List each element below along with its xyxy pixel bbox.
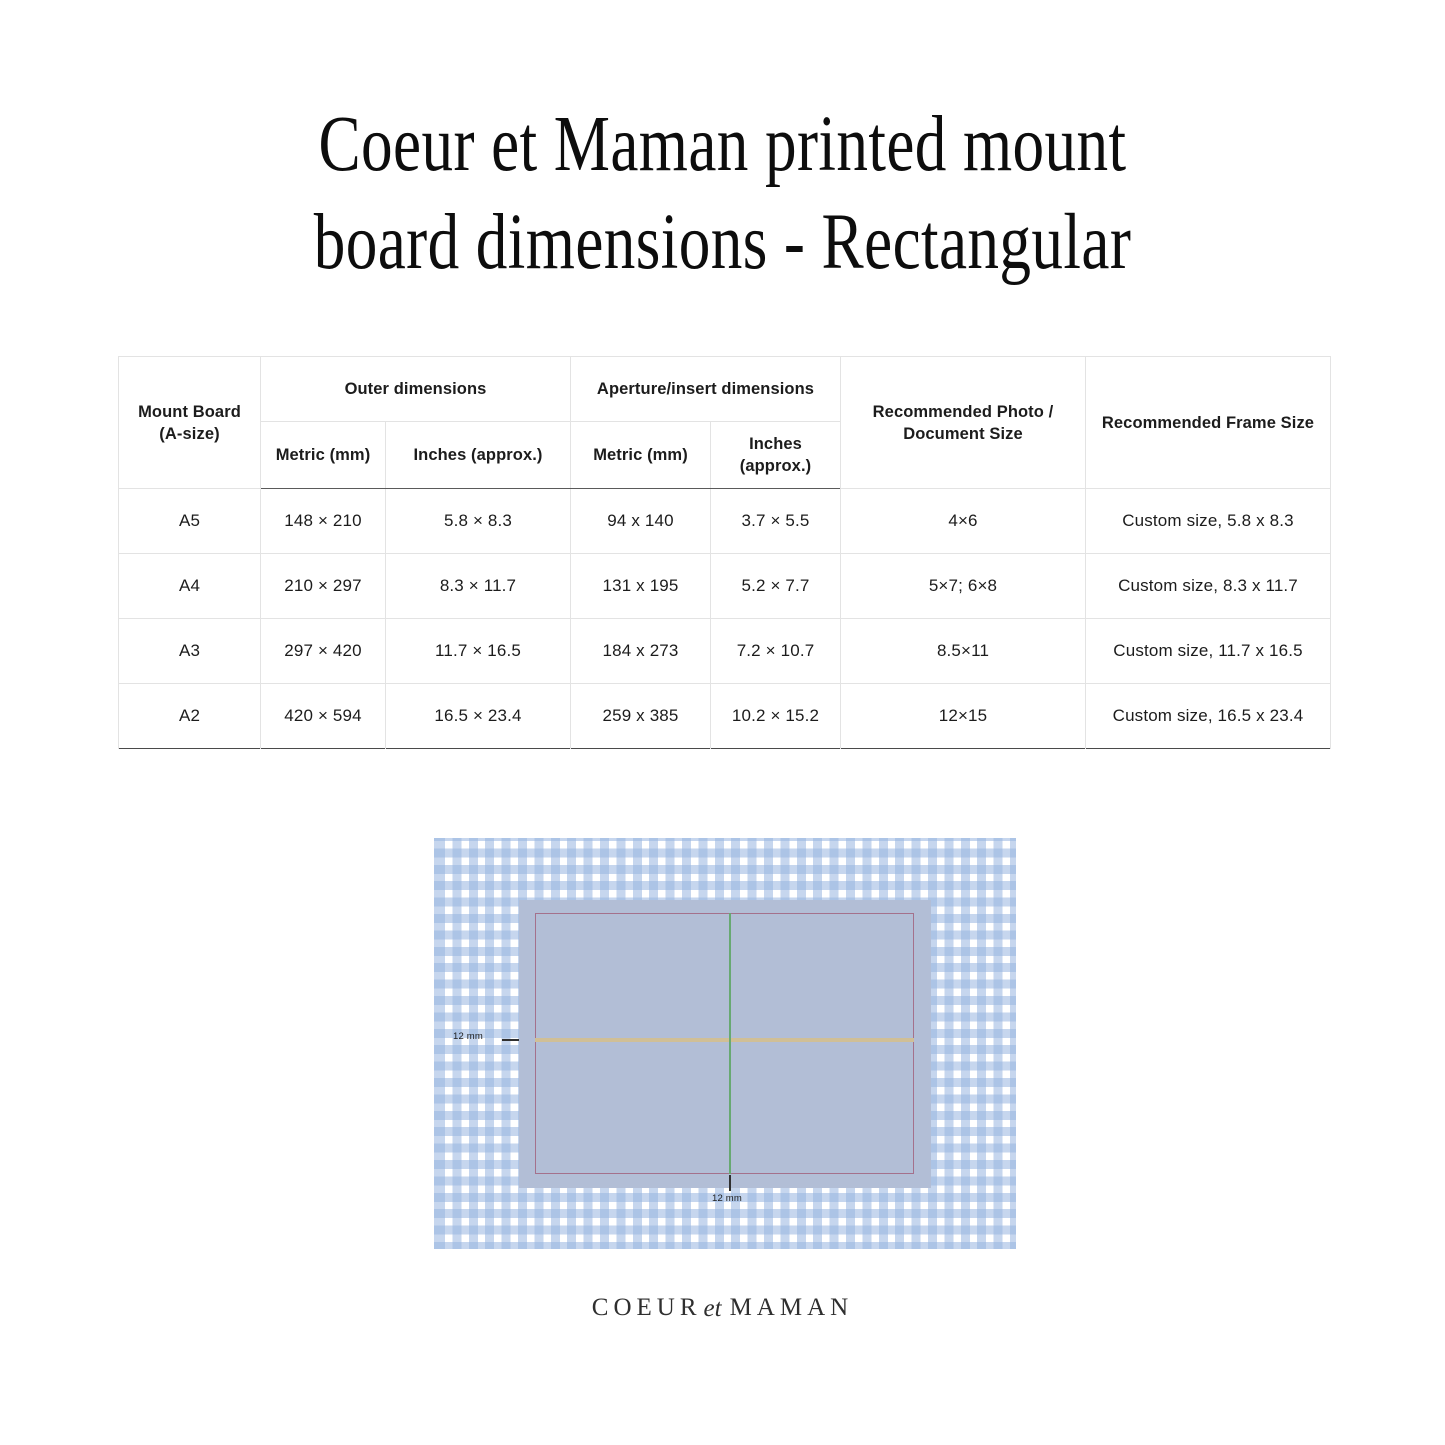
cell-frame-size: Custom size, 11.7 x 16.5 bbox=[1085, 618, 1331, 684]
cell-aperture-metric: 184 x 273 bbox=[570, 618, 711, 684]
column-header-recommended-photo-line2: Document Size bbox=[903, 424, 1023, 443]
table-header-row-groups: Mount Board (A-size) Outer dimensions Ap… bbox=[118, 356, 1331, 489]
left-measurement-label: 12 mm bbox=[453, 1031, 484, 1042]
table-row: A2 420 × 594 16.5 × 23.4 259 x 385 10.2 … bbox=[118, 683, 1331, 749]
cell-aperture-metric: 259 x 385 bbox=[570, 683, 711, 749]
cell-frame-size: Custom size, 16.5 x 23.4 bbox=[1085, 683, 1331, 749]
column-header-aperture-dimensions: Aperture/insert dimensions bbox=[570, 356, 841, 422]
column-header-recommended-photo: Recommended Photo / Document Size bbox=[840, 356, 1086, 489]
cell-aperture-inches: 3.7 × 5.5 bbox=[710, 488, 841, 554]
cell-outer-inches: 16.5 × 23.4 bbox=[385, 683, 571, 749]
cell-photo-size: 8.5×11 bbox=[840, 618, 1086, 684]
table-body: A5 148 × 210 5.8 × 8.3 94 x 140 3.7 × 5.… bbox=[118, 488, 1331, 749]
column-header-recommended-frame: Recommended Frame Size bbox=[1085, 356, 1331, 489]
table-row: A5 148 × 210 5.8 × 8.3 94 x 140 3.7 × 5.… bbox=[118, 488, 1331, 554]
cell-outer-inches: 11.7 × 16.5 bbox=[385, 618, 571, 684]
cell-size: A3 bbox=[118, 618, 261, 684]
column-header-outer-inches: Inches (approx.) bbox=[385, 421, 571, 489]
cell-size: A4 bbox=[118, 553, 261, 619]
cell-size: A5 bbox=[118, 488, 261, 554]
table-row: A3 297 × 420 11.7 × 16.5 184 x 273 7.2 ×… bbox=[118, 618, 1331, 684]
cell-photo-size: 4×6 bbox=[840, 488, 1086, 554]
column-header-aperture-inches: Inches (approx.) bbox=[710, 421, 841, 489]
cell-photo-size: 5×7; 6×8 bbox=[840, 553, 1086, 619]
cell-aperture-inches: 10.2 × 15.2 bbox=[710, 683, 841, 749]
cell-outer-metric: 210 × 297 bbox=[260, 553, 386, 619]
cell-outer-metric: 420 × 594 bbox=[260, 683, 386, 749]
page-title-line-1: Coeur et Maman printed mount bbox=[318, 101, 1127, 188]
column-header-recommended-photo-line1: Recommended Photo / bbox=[872, 402, 1054, 421]
column-header-mount-board: Mount Board (A-size) bbox=[118, 356, 261, 489]
cell-aperture-metric: 131 x 195 bbox=[570, 553, 711, 619]
horizontal-guide-line bbox=[535, 1038, 914, 1042]
column-header-mount-board-line2: (A-size) bbox=[159, 424, 220, 443]
bottom-measurement-tick-icon bbox=[729, 1175, 731, 1191]
cell-frame-size: Custom size, 5.8 x 8.3 bbox=[1085, 488, 1331, 554]
cell-size: A2 bbox=[118, 683, 261, 749]
mount-board-diagram: 12 mm 12 mm bbox=[434, 838, 1016, 1249]
cell-outer-inches: 8.3 × 11.7 bbox=[385, 553, 571, 619]
column-header-outer-metric: Metric (mm) bbox=[260, 421, 386, 489]
left-measurement-tick-icon bbox=[502, 1039, 519, 1041]
cell-photo-size: 12×15 bbox=[840, 683, 1086, 749]
cell-outer-inches: 5.8 × 8.3 bbox=[385, 488, 571, 554]
dimensions-table-container: Mount Board (A-size) Outer dimensions Ap… bbox=[118, 356, 1331, 749]
column-header-aperture-metric: Metric (mm) bbox=[570, 421, 711, 489]
vertical-guide-line bbox=[729, 913, 732, 1174]
bottom-measurement-label: 12 mm bbox=[712, 1193, 743, 1204]
cell-outer-metric: 148 × 210 bbox=[260, 488, 386, 554]
brand-logo: COEURet MAMAN bbox=[0, 1294, 1445, 1322]
table-row: A4 210 × 297 8.3 × 11.7 131 x 195 5.2 × … bbox=[118, 553, 1331, 619]
dimensions-table: Mount Board (A-size) Outer dimensions Ap… bbox=[118, 356, 1331, 749]
column-header-mount-board-line1: Mount Board bbox=[138, 402, 241, 421]
table-header-row-subgroups: Metric (mm) Inches (approx.) Metric (mm)… bbox=[119, 421, 1331, 489]
cell-aperture-inches: 7.2 × 10.7 bbox=[710, 618, 841, 684]
brand-logo-word-coeur: COEUR bbox=[591, 1294, 702, 1321]
aperture-outline-rect bbox=[535, 913, 914, 1174]
cell-frame-size: Custom size, 8.3 x 11.7 bbox=[1085, 553, 1331, 619]
page-title-line-2: board dimensions - Rectangular bbox=[313, 199, 1132, 286]
cell-aperture-metric: 94 x 140 bbox=[570, 488, 711, 554]
table-header: Mount Board (A-size) Outer dimensions Ap… bbox=[118, 356, 1331, 489]
brand-logo-word-maman: MAMAN bbox=[729, 1294, 854, 1321]
cell-aperture-inches: 5.2 × 7.7 bbox=[710, 553, 841, 619]
cell-outer-metric: 297 × 420 bbox=[260, 618, 386, 684]
column-header-aperture-inches-line1: Inches bbox=[749, 435, 802, 453]
column-header-outer-dimensions: Outer dimensions bbox=[260, 356, 571, 422]
column-header-aperture-inches-line2: (approx.) bbox=[739, 457, 812, 475]
page-title: Coeur et Maman printed mount board dimen… bbox=[140, 96, 1305, 292]
brand-logo-word-et: et bbox=[703, 1295, 722, 1322]
